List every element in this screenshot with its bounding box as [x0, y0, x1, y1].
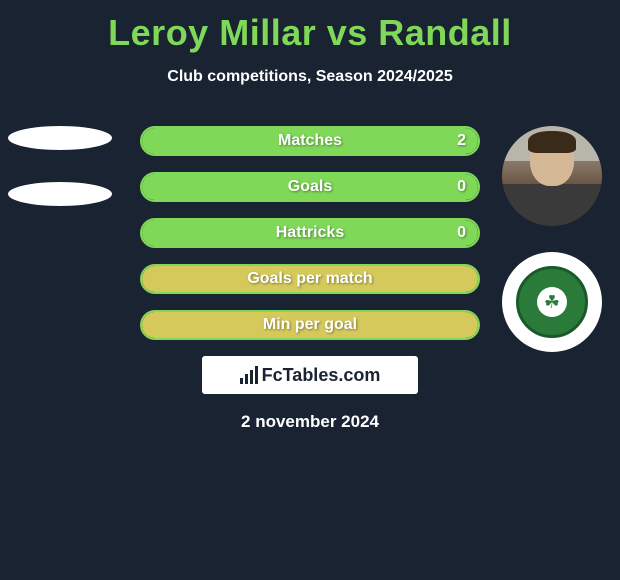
right-club-avatar — [502, 252, 602, 352]
left-player-avatar-placeholder — [8, 126, 112, 150]
stat-bar: Goals 0 — [140, 172, 480, 202]
stat-label: Matches — [278, 132, 342, 150]
stat-value-right: 2 — [457, 132, 466, 150]
stat-value-right: 0 — [457, 178, 466, 196]
subtitle: Club competitions, Season 2024/2025 — [0, 68, 620, 86]
stat-bar: Matches 2 — [140, 126, 480, 156]
left-avatar-column — [8, 126, 118, 238]
stat-bars: Matches 2 Goals 0 Hattricks 0 Goals per match M… — [140, 126, 480, 340]
branding-badge: FcTables.com — [202, 356, 418, 394]
right-player-avatar — [502, 126, 602, 226]
stat-bar: Hattricks 0 — [140, 218, 480, 248]
stat-label: Goals — [288, 178, 332, 196]
shamrock-club-badge-icon — [516, 266, 588, 338]
stat-label: Goals per match — [247, 270, 372, 288]
date-label: 2 november 2024 — [0, 412, 620, 432]
stat-value-right: 0 — [457, 224, 466, 242]
stat-bar: Min per goal — [140, 310, 480, 340]
branding-text: FcTables.com — [262, 365, 381, 386]
left-club-avatar-placeholder — [8, 182, 112, 206]
bar-chart-icon — [240, 366, 258, 384]
stat-label: Min per goal — [263, 316, 357, 334]
stat-bar: Goals per match — [140, 264, 480, 294]
stats-area: Matches 2 Goals 0 Hattricks 0 Goals per match M… — [0, 126, 620, 340]
stat-label: Hattricks — [276, 224, 344, 242]
page-title: Leroy Millar vs Randall — [0, 0, 620, 54]
right-avatar-column — [502, 126, 612, 378]
